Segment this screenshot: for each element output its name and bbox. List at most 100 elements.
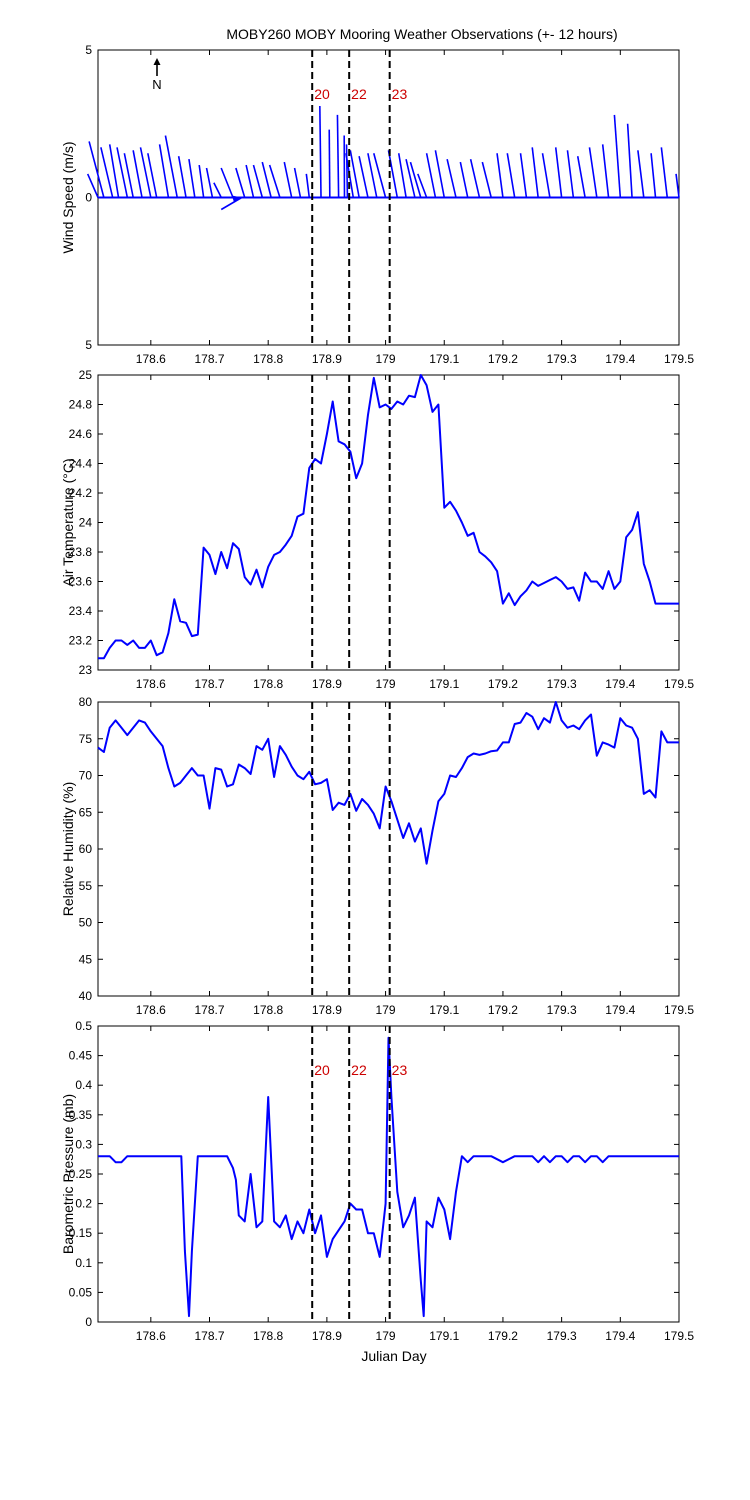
- wind-vector: [637, 150, 645, 198]
- air-temp-x-tick-label: 179.4: [605, 677, 635, 691]
- wind-x-tick-label: 179.3: [547, 352, 577, 366]
- wind-vector: [158, 144, 170, 198]
- wind-vector: [261, 161, 272, 198]
- wind-vector: [417, 173, 428, 198]
- pressure-event-marker-label: 20: [314, 1062, 330, 1078]
- wind-y-tick-label: 5: [85, 43, 92, 57]
- pressure-y-tick-label: 0.15: [69, 1226, 93, 1240]
- air-temp-y-tick-label: 24.2: [69, 486, 93, 500]
- pressure-y-tick-label: 0.3: [75, 1137, 92, 1151]
- pressure-x-tick-label: 179.5: [664, 1329, 694, 1343]
- wind-x-tick-label: 178.7: [194, 352, 224, 366]
- pressure-x-tick-label: 178.9: [312, 1329, 342, 1343]
- pressure-x-tick-label: 179: [376, 1329, 396, 1343]
- wind-x-tick-label: 179.4: [605, 352, 635, 366]
- north-arrowhead-icon: [153, 58, 161, 65]
- air-temp-y-tick-label: 24.8: [69, 398, 93, 412]
- wind-vector: [626, 123, 633, 198]
- pressure-y-tick-label: 0.4: [75, 1078, 92, 1092]
- air-temp-x-tick-label: 178.6: [136, 677, 166, 691]
- relative-humidity-panel: 178.6 178.7 178.8 178.9 179 179.1 179.2 179.3 17…: [60, 695, 694, 1017]
- wind-x-tick-label: 179.5: [664, 352, 694, 366]
- air-temp-y-tick-label: 24: [79, 516, 93, 530]
- wind-vector: [566, 150, 575, 198]
- wind-vector: [147, 153, 158, 198]
- pressure-event-marker-label: 22: [351, 1062, 367, 1078]
- wind-event-marker-label: 22: [351, 86, 367, 102]
- air-temp-x-tick-label: 178.7: [194, 677, 224, 691]
- wind-vector: [328, 129, 331, 198]
- air-temp-y-tick-label: 23.6: [69, 575, 93, 589]
- pressure-y-tick-label: 0.2: [75, 1197, 92, 1211]
- wind-vector: [336, 114, 340, 198]
- wind-vector: [305, 173, 311, 198]
- wind-vector: [164, 135, 179, 198]
- wind-vector: [213, 182, 222, 198]
- wind-vector: [358, 156, 369, 198]
- air-temp-x-tick-label: 178.8: [253, 677, 283, 691]
- humidity-x-tick-label: 179: [376, 1003, 396, 1017]
- wind-vector: [283, 161, 293, 198]
- air-temp-axes-frame: [97, 374, 680, 671]
- wind-vector: [177, 156, 187, 198]
- humidity-series-line: [97, 701, 679, 865]
- wind-vector: [650, 153, 657, 198]
- air-temp-x-tick-label: 179.1: [429, 677, 459, 691]
- pressure-y-tick-label: 0.1: [75, 1256, 92, 1270]
- wind-x-tick-label: 178.6: [136, 352, 166, 366]
- figure-title: MOBY260 MOBY Mooring Weather Observation…: [226, 26, 617, 42]
- air-temp-x-tick-label: 179.5: [664, 677, 694, 691]
- wind-vector: [469, 158, 481, 198]
- wind-vector: [198, 164, 205, 198]
- humidity-y-tick-label: 60: [79, 842, 93, 856]
- wind-vector: [220, 167, 234, 198]
- wind-vector: [588, 147, 598, 198]
- wind-vector: [601, 144, 610, 198]
- wind-x-tick-label: 179.1: [429, 352, 459, 366]
- humidity-x-tick-label: 178.6: [136, 1003, 166, 1017]
- air-temp-series-line: [98, 374, 679, 660]
- humidity-y-tick-label: 55: [79, 879, 93, 893]
- humidity-y-tick-label: 50: [79, 916, 93, 930]
- wind-y-axis-label: Wind Speed (m/s): [60, 141, 76, 253]
- wind-vector: [541, 153, 551, 198]
- wind-vector: [660, 147, 669, 198]
- wind-vector: [108, 144, 120, 198]
- wind-vector: [446, 158, 457, 198]
- wind-vector: [434, 150, 446, 198]
- wind-vector: [139, 147, 152, 198]
- pressure-y-tick-label: 0: [85, 1315, 92, 1329]
- humidity-x-tick-label: 179.4: [605, 1003, 635, 1017]
- wind-vector: [675, 173, 680, 198]
- wind-vector: [405, 158, 416, 198]
- air-temp-y-tick-label: 23.4: [69, 604, 93, 618]
- pressure-y-tick-label: 0.05: [69, 1285, 93, 1299]
- pressure-series-line: [98, 1036, 679, 1318]
- pressure-x-tick-label: 178.7: [194, 1329, 224, 1343]
- wind-vector: [116, 147, 129, 198]
- wind-vector: [319, 106, 322, 198]
- wind-vector: [576, 156, 586, 198]
- wind-vector: [531, 147, 539, 198]
- air-temp-y-tick-label: 24.6: [69, 427, 93, 441]
- north-arrow-indicator: N: [152, 58, 162, 92]
- air-temp-y-tick-label: 23: [79, 663, 93, 677]
- air-temperature-panel: 178.6 178.7 178.8 178.9 179 179.1 179.2 179.3 17…: [60, 368, 694, 691]
- humidity-x-tick-label: 178.9: [312, 1003, 342, 1017]
- humidity-x-tick-label: 179.3: [547, 1003, 577, 1017]
- humidity-x-tick-label: 179.5: [664, 1003, 694, 1017]
- wind-vector: [506, 153, 516, 198]
- humidity-x-tick-label: 179.2: [488, 1003, 518, 1017]
- pressure-x-tick-label: 179.4: [605, 1329, 635, 1343]
- pressure-x-tick-label: 178.6: [136, 1329, 166, 1343]
- wind-vector: [345, 144, 349, 198]
- wind-vector: [459, 161, 469, 198]
- wind-vector-arrowhead: [231, 195, 242, 202]
- wind-vector: [372, 153, 387, 198]
- pressure-y-tick-label: 0.25: [69, 1167, 93, 1181]
- wind-vector: [293, 167, 302, 198]
- wind-vector: [220, 196, 243, 211]
- wind-vector: [235, 167, 246, 198]
- air-temp-x-tick-label: 178.9: [312, 677, 342, 691]
